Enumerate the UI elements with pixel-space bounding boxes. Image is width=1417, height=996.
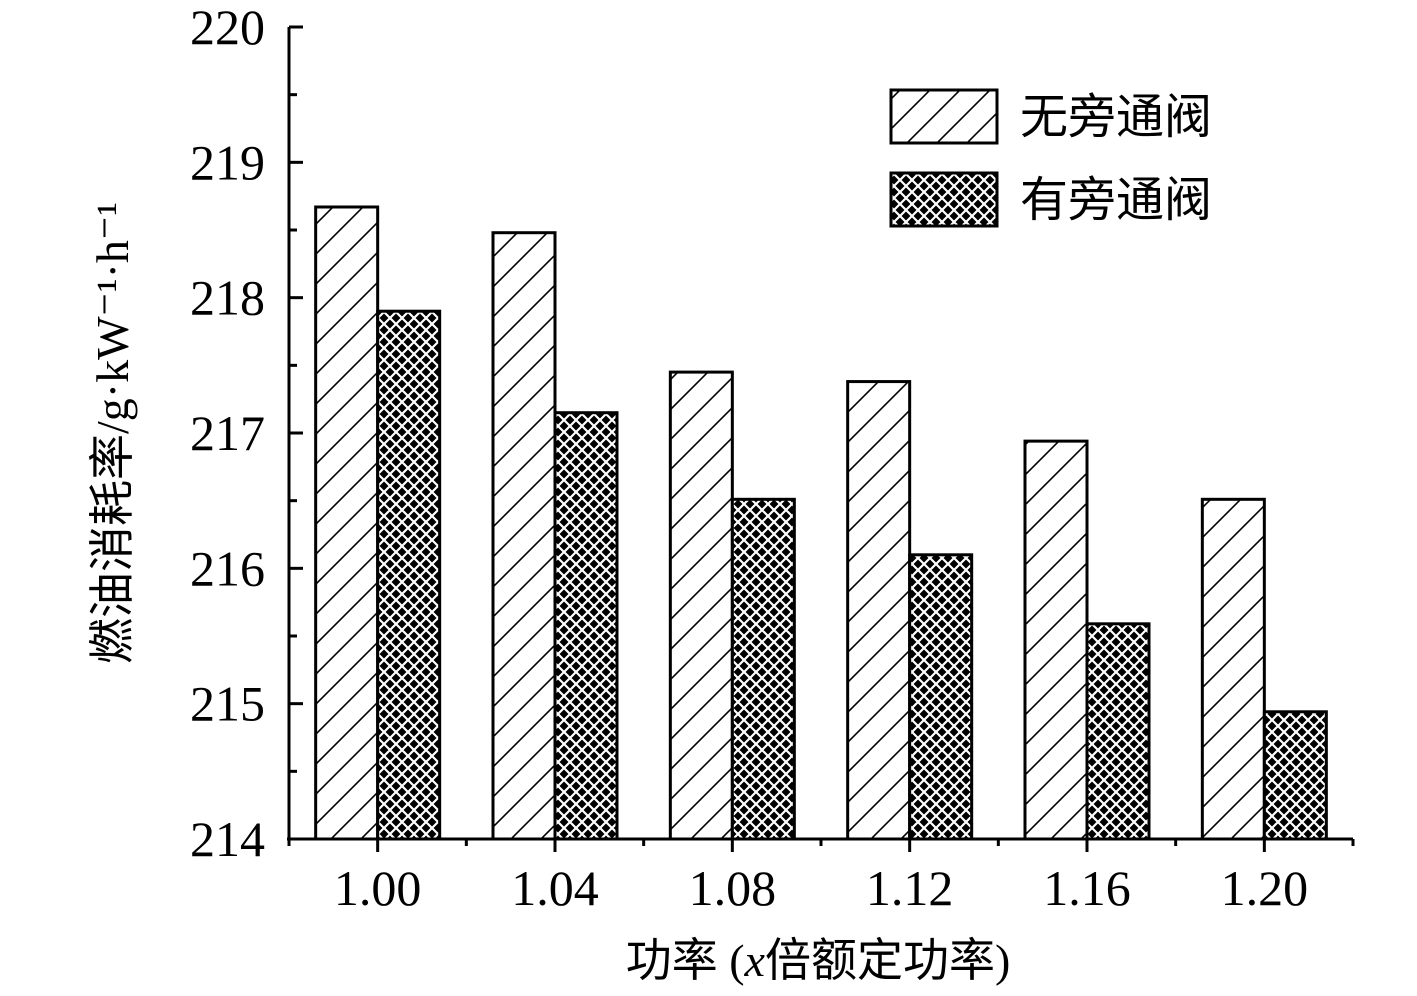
bar-bypass-1.20 xyxy=(1262,710,1328,841)
bar-no-bypass-1.04 xyxy=(491,231,557,841)
bar-no-bypass-1.00 xyxy=(314,205,380,841)
bar-bypass-1.12 xyxy=(908,553,974,841)
y-tick-label: 215 xyxy=(190,676,265,732)
legend-swatch-2 xyxy=(889,171,999,228)
axes xyxy=(287,25,1355,852)
bar-no-bypass-1.20 xyxy=(1200,497,1266,841)
y-tick-label: 220 xyxy=(190,0,265,55)
y-tick-label: 216 xyxy=(190,540,265,596)
bar-bypass-1.08 xyxy=(730,497,796,841)
legend-label-1: 无旁通阀 xyxy=(1020,91,1212,144)
y-tick-label: 219 xyxy=(190,134,265,190)
x-tick-labels: 1.00 1.04 1.08 1.12 1.16 1.20 xyxy=(334,860,1308,916)
x-tick-label: 1.12 xyxy=(866,860,954,916)
x-tick-label: 1.20 xyxy=(1221,860,1309,916)
y-tick-label: 217 xyxy=(190,405,265,461)
bar-bypass-1.04 xyxy=(553,411,619,841)
y-tick-labels: 214 215 216 217 218 219 220 xyxy=(190,0,265,867)
y-tick-label: 214 xyxy=(190,811,265,867)
legend-swatch-1 xyxy=(889,88,999,145)
y-tick-label: 218 xyxy=(190,270,265,326)
bar-no-bypass-1.16 xyxy=(1023,439,1089,841)
x-axis-label: 功率 (x倍额定功率) xyxy=(626,935,1011,986)
bar-bypass-1.16 xyxy=(1085,622,1151,841)
bar-no-bypass-1.08 xyxy=(668,370,734,841)
bar-no-bypass-1.12 xyxy=(846,380,912,841)
x-tick-label: 1.16 xyxy=(1043,860,1131,916)
legend-label-2: 有旁通阀 xyxy=(1020,174,1212,227)
x-tick-label: 1.04 xyxy=(511,860,599,916)
y-axis-label: 燃油消耗率/g·kW⁻¹·h⁻¹ xyxy=(87,202,138,664)
x-tick-label: 1.08 xyxy=(689,860,777,916)
bar-group xyxy=(314,205,1328,841)
bar-bypass-1.00 xyxy=(376,309,442,841)
x-tick-label: 1.00 xyxy=(334,860,422,916)
